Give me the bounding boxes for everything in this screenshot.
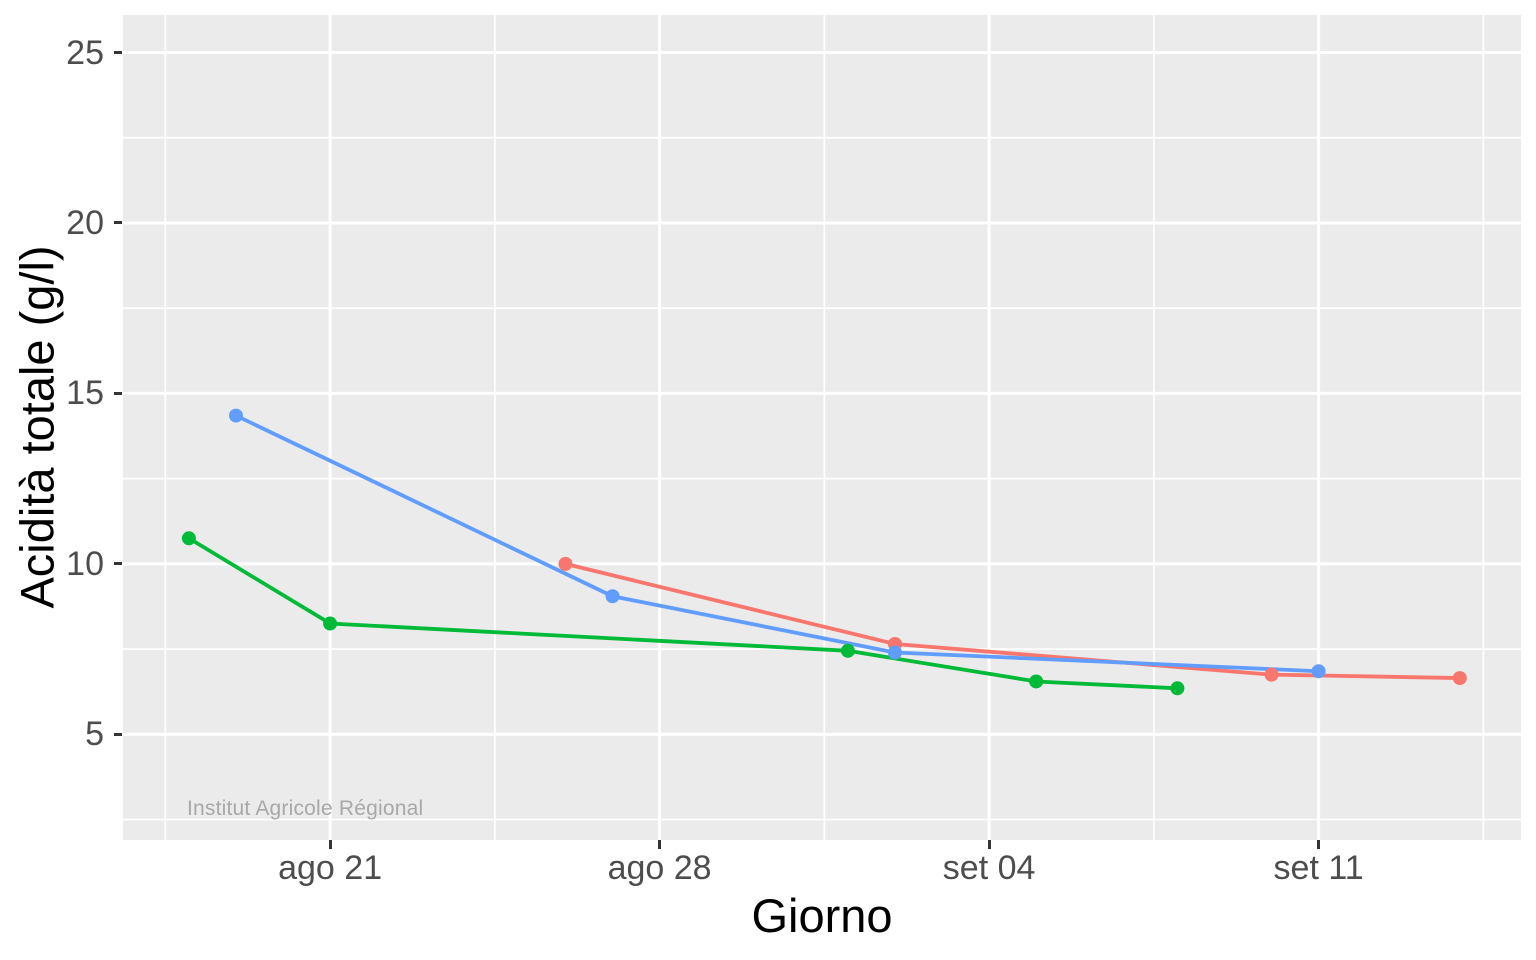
- x-axis-title: Giorno: [751, 889, 893, 942]
- data-point-green: [1170, 681, 1185, 696]
- plot-canvas: [123, 15, 1521, 840]
- data-point-blue: [228, 408, 243, 423]
- data-point-blue: [1311, 664, 1326, 679]
- data-point-blue: [887, 645, 902, 660]
- data-point-red: [1452, 671, 1467, 686]
- data-point-green: [1029, 674, 1044, 689]
- data-point-blue: [605, 589, 620, 604]
- watermark-text: Institut Agricole Régional: [187, 797, 424, 820]
- x-tick-mark: [1317, 840, 1321, 849]
- series-line-green: [187, 536, 1178, 691]
- y-tick-label: 10: [66, 544, 104, 583]
- data-point-red: [558, 556, 573, 571]
- data-point-green: [840, 643, 855, 658]
- y-tick-mark: [114, 732, 122, 736]
- x-tick-label: set 11: [1273, 849, 1364, 887]
- x-tick-mark: [658, 840, 662, 849]
- y-tick-mark: [114, 51, 122, 54]
- plot-panel: Institut Agricole Régional: [123, 15, 1521, 840]
- data-point-green: [323, 616, 338, 631]
- y-tick-mark: [114, 391, 122, 395]
- data-point-green: [181, 531, 196, 546]
- y-tick-label: 5: [85, 715, 104, 754]
- x-tick-mark: [328, 840, 332, 849]
- x-tick-label: ago 21: [278, 849, 383, 887]
- x-tick-label: ago 28: [607, 849, 712, 887]
- y-tick-mark: [114, 562, 122, 566]
- series-line-red: [565, 562, 1460, 680]
- x-tick-mark: [987, 840, 991, 849]
- series-line-blue: [235, 413, 1319, 674]
- data-point-red: [1264, 667, 1279, 682]
- y-tick-label: 15: [66, 374, 104, 413]
- y-tick-label: 20: [66, 203, 104, 242]
- y-tick-mark: [114, 221, 122, 225]
- y-tick-label: 25: [66, 33, 104, 72]
- x-tick-label: set 04: [942, 849, 1036, 887]
